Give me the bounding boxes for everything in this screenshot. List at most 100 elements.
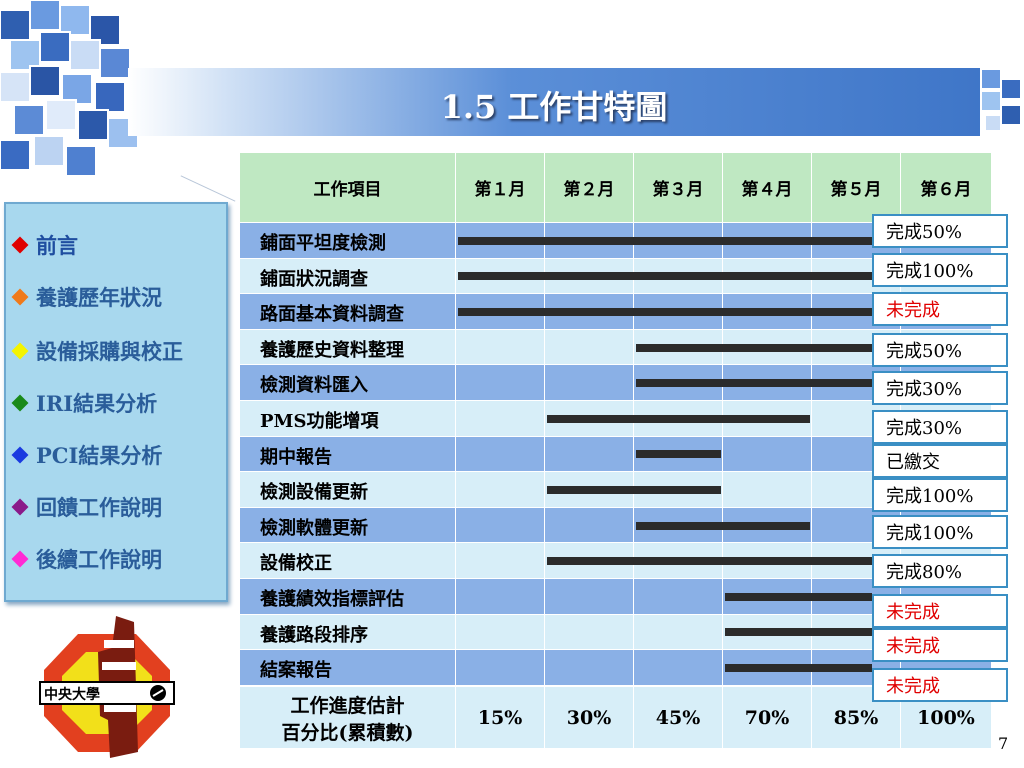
gantt-bar (458, 308, 872, 316)
task-name: 檢測資料匯入 (260, 375, 368, 397)
logo-text: 中央大學 (44, 686, 100, 703)
task-row: 養護歷史資料整理 (240, 329, 456, 366)
nav-item-intro[interactable]: 前言 (11, 230, 78, 260)
month-cell (723, 472, 812, 508)
gantt-bar (636, 379, 872, 388)
gantt-bar (547, 414, 810, 423)
university-logo: 中央大學 (38, 612, 176, 760)
task-row: 檢測資料匯入 (240, 365, 456, 401)
month-cell (545, 650, 634, 686)
nav-item-label: 後續工作說明 (36, 547, 162, 572)
task-status-box: 完成100% (872, 253, 1008, 287)
diamond-red-icon (11, 236, 29, 254)
gantt-bar (458, 236, 872, 245)
gantt-bar (636, 521, 810, 530)
month-cell (456, 507, 545, 544)
month-cell (456, 543, 545, 579)
task-status-box: 完成100% (872, 515, 1008, 549)
decorative-squares-icon (982, 70, 1020, 130)
task-name: 設備校正 (260, 553, 332, 575)
gantt-bar (725, 592, 872, 601)
task-status-box: 未完成 (872, 628, 1008, 662)
gantt-bar (725, 628, 872, 637)
footer-label-line1: 工作進度估計 (290, 694, 405, 717)
gantt-bar (547, 557, 872, 566)
month-cell (634, 579, 723, 615)
diamond-pink-icon (11, 550, 29, 568)
footer-percent-3: 45% (634, 687, 723, 749)
task-name: 路面基本資料調查 (260, 304, 404, 326)
diamond-green-icon (11, 394, 29, 412)
header-month-2: 第２月 (545, 153, 634, 223)
slide-title: 1.5 工作甘特圖 (440, 88, 668, 126)
header-month-3: 第３月 (634, 153, 723, 223)
task-status-box: 未完成 (872, 594, 1008, 628)
task-status-box: 完成30% (872, 371, 1008, 405)
footer-label-line2: 百分比(累積數) (281, 721, 414, 744)
month-cell (456, 365, 545, 401)
header-month-1: 第１月 (456, 153, 545, 223)
footer-percent-1: 15% (456, 687, 545, 749)
gantt-bar (636, 343, 872, 352)
task-name: 鋪面狀況調查 (260, 268, 368, 290)
footer-percent-2: 30% (545, 687, 634, 749)
month-cell (456, 472, 545, 508)
task-status-box: 完成100% (872, 478, 1008, 512)
gantt-bar (547, 486, 721, 494)
nav-item-iri-analysis[interactable]: IRI結果分析 (11, 388, 158, 418)
task-name: 結案報告 (260, 660, 332, 682)
nav-item-follow-up[interactable]: 後續工作說明 (11, 544, 162, 574)
nav-item-label: 養護歷年狀況 (36, 285, 162, 310)
task-status-box: 已繳交 (872, 444, 1008, 478)
nav-item-label: PCI結果分析 (36, 443, 163, 468)
slide-navigation: 前言 養護歷年狀況 設備採購與校正 IRI結果分析 PCI結果分析 回饋工作說明… (4, 202, 228, 602)
header-month-6: 第６月 (901, 153, 992, 223)
month-cell (545, 329, 634, 366)
month-cell (545, 365, 634, 401)
month-cell (545, 507, 634, 544)
nav-item-label: 回饋工作說明 (36, 495, 162, 520)
gantt-bar (458, 272, 872, 281)
task-name: 養護歷史資料整理 (260, 339, 404, 361)
month-cell (545, 579, 634, 615)
nav-item-maintenance-history[interactable]: 養護歷年狀況 (11, 282, 162, 312)
gantt-bar (636, 450, 721, 459)
task-name: 鋪面平坦度檢測 (260, 233, 386, 254)
task-name: 期中報告 (260, 446, 332, 468)
month-cell (723, 436, 812, 473)
diamond-blue-icon (11, 446, 29, 464)
nav-item-pci-analysis[interactable]: PCI結果分析 (11, 440, 163, 470)
task-row: PMS功能增項 (240, 401, 456, 437)
month-cell (634, 650, 723, 686)
diamond-yellow-icon (11, 342, 29, 360)
month-cell (456, 329, 545, 366)
month-cell (634, 614, 723, 651)
nav-item-label: 前言 (36, 233, 78, 258)
nav-item-label: 設備採購與校正 (36, 339, 183, 364)
diamond-orange-icon (11, 288, 29, 306)
task-row: 檢測軟體更新 (240, 507, 456, 544)
nav-item-equipment[interactable]: 設備採購與校正 (11, 336, 183, 366)
month-cell (456, 579, 545, 615)
task-row: 設備校正 (240, 543, 456, 579)
decorative-line (180, 175, 236, 202)
diamond-purple-icon (11, 498, 29, 516)
gantt-bar (725, 664, 872, 672)
month-cell (545, 436, 634, 473)
title-bar: 1.5 工作甘特圖 (128, 68, 980, 136)
task-name: 養護路段排序 (260, 624, 368, 646)
month-cell (545, 614, 634, 651)
task-name: PMS功能增項 (260, 411, 379, 432)
month-cell (456, 436, 545, 473)
task-row: 期中報告 (240, 436, 456, 473)
header-task-item: 工作項目 (240, 153, 456, 223)
task-status-box: 完成50% (872, 214, 1008, 248)
page-number: 7 (998, 734, 1009, 753)
nav-item-label: IRI結果分析 (36, 391, 158, 416)
nav-item-feedback[interactable]: 回饋工作說明 (11, 492, 162, 522)
task-row: 鋪面平坦度檢測 (240, 223, 456, 259)
header-month-5: 第５月 (812, 153, 901, 223)
task-status-box: 未完成 (872, 292, 1008, 326)
task-name: 檢測設備更新 (260, 482, 368, 504)
task-row: 養護路段排序 (240, 614, 456, 651)
